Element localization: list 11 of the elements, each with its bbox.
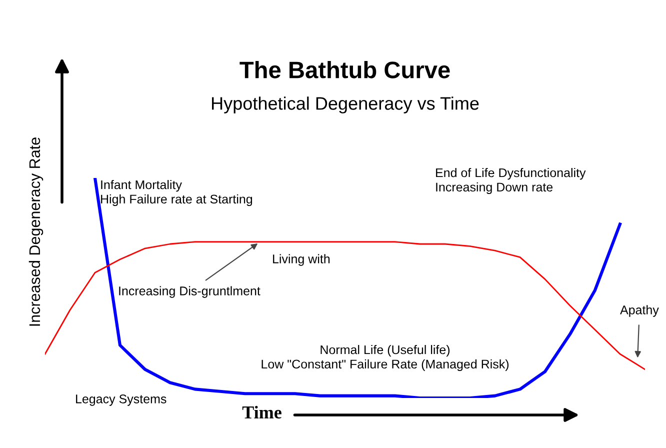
- annotation: Increasing Dis-gruntlment: [119, 286, 260, 298]
- annotation: Normal Life (Useful life) Low "Constant" Failure Rate (Managed Risk): [262, 344, 509, 372]
- annotation: Apathy: [620, 305, 659, 317]
- x-axis-title: Time: [242, 406, 282, 419]
- annotation: Infant Mortality High Failure rate at Starting: [101, 180, 252, 206]
- y-axis-title: Increased Degeneracy Rate: [28, 138, 44, 326]
- chart-subtitle: Hypothetical Degeneracy vs Time: [212, 96, 479, 114]
- annotation: Legacy Systems: [76, 394, 166, 406]
- annotation: End of Life Dysfunctionality Increasing Down rate: [436, 168, 586, 194]
- chart-title: The Bathtub Curve: [240, 60, 450, 78]
- annotation: Living with: [273, 254, 330, 266]
